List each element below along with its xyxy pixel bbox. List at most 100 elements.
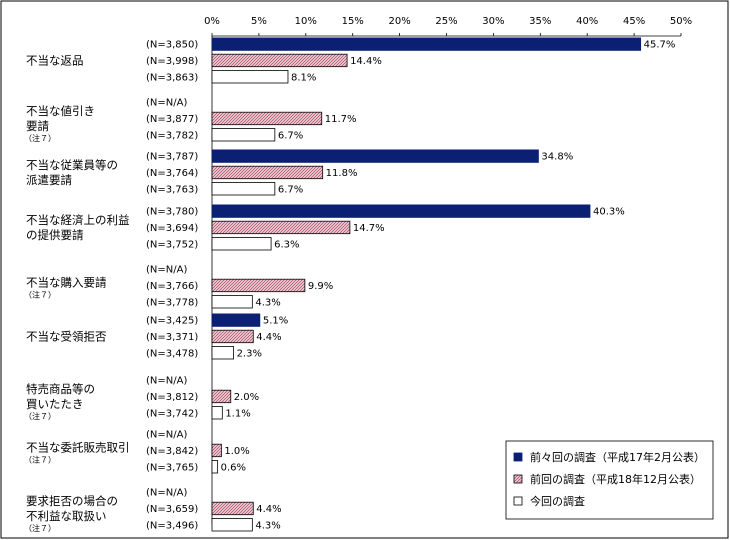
x-tick-label: 35% — [529, 16, 551, 27]
x-tick-label: 15% — [342, 16, 364, 27]
category-label: の提供要請 — [26, 228, 84, 242]
category-note: （注７） — [24, 289, 56, 299]
data-label: 14.4% — [350, 56, 382, 67]
data-label: 40.3% — [593, 207, 625, 218]
category-labels: 不当な返品 (N=3,850) (N=3,998) (N=3,863) 不当な値引き要請… — [24, 40, 198, 533]
bar — [211, 501, 254, 516]
bar — [211, 149, 539, 163]
data-label: 4.4% — [256, 504, 281, 515]
legend-swatch — [513, 474, 523, 484]
bar — [211, 70, 289, 84]
x-tick-label: 5% — [251, 16, 267, 27]
bar — [211, 406, 223, 420]
bar — [211, 128, 276, 142]
x-tick-label: 20% — [388, 16, 410, 27]
bar — [211, 53, 348, 68]
sample-size-label: (N=N/A) — [146, 98, 187, 109]
sample-size-label: (N=3,850) — [146, 40, 198, 51]
bars: 45.7% 14.4% 8.1% 11.7% 6.7% 34.8% 11.8% 6.7% 40.… — [211, 37, 676, 532]
category-label: 特売商品等の — [26, 382, 95, 396]
sample-size-label: (N=3,478) — [146, 348, 198, 359]
bar — [211, 295, 253, 309]
data-label: 11.7% — [325, 114, 357, 125]
x-tick-label: 25% — [435, 16, 457, 27]
bar — [211, 182, 276, 196]
category-label: 要求拒否の場合の — [26, 494, 118, 508]
sample-size-label: (N=3,694) — [146, 223, 198, 234]
legend-swatch — [513, 496, 523, 506]
bar — [211, 204, 591, 218]
data-label: 45.7% — [644, 40, 676, 51]
x-tick-label: 30% — [482, 16, 504, 27]
category-label: 不当な従業員等の — [26, 158, 118, 172]
data-label: 5.1% — [263, 316, 288, 327]
legend-box — [505, 440, 714, 520]
x-tick-label: 40% — [576, 16, 598, 27]
bar — [211, 346, 234, 360]
x-tick-label: 50% — [670, 16, 692, 27]
data-label: 14.7% — [353, 223, 385, 234]
sample-size-label: (N=3,496) — [146, 520, 198, 531]
category-label: 不当な委託販売取引 — [26, 440, 130, 454]
bar — [211, 237, 272, 251]
x-tick-label: 0% — [204, 16, 220, 27]
data-label: 9.9% — [308, 281, 333, 292]
sample-size-label: (N=N/A) — [146, 376, 187, 387]
sample-size-label: (N=3,765) — [146, 462, 198, 473]
data-label: 6.3% — [274, 239, 299, 250]
sample-size-label: (N=N/A) — [146, 265, 187, 276]
category-label: 買いたたき — [26, 397, 84, 411]
x-tick-label: 45% — [623, 16, 645, 27]
sample-size-label: (N=3,787) — [146, 152, 198, 163]
category-label: 不当な経済上の利益 — [26, 213, 130, 227]
sample-size-label: (N=N/A) — [146, 488, 187, 499]
sample-size-label: (N=3,766) — [146, 281, 198, 292]
legend-label: 前々回の調査（平成17年2月公表） — [530, 450, 705, 464]
bar — [211, 389, 232, 404]
legend-label: 今回の調査 — [530, 494, 585, 508]
sample-size-label: (N=3,780) — [146, 207, 198, 218]
category-label: 不当な値引き — [26, 104, 95, 118]
sample-size-label: (N=3,659) — [146, 504, 198, 515]
sample-size-label: (N=3,782) — [146, 130, 198, 141]
category-label: 不当な返品 — [26, 53, 84, 67]
sample-size-label: (N=3,764) — [146, 168, 198, 179]
category-note: （注７） — [24, 411, 56, 421]
category-label: 派遣要請 — [26, 173, 72, 187]
data-label: 4.3% — [255, 297, 280, 308]
sample-size-label: (N=3,763) — [146, 184, 198, 195]
data-label: 6.7% — [278, 184, 303, 195]
data-label: 11.8% — [326, 168, 358, 179]
sample-size-label: (N=3,863) — [146, 72, 198, 83]
data-label: 0.6% — [221, 462, 246, 473]
data-label: 1.0% — [224, 446, 249, 457]
bar — [211, 220, 351, 235]
data-label: 4.4% — [256, 332, 281, 343]
sample-size-label: (N=3,998) — [146, 56, 198, 67]
category-label: 要請 — [26, 119, 49, 133]
sample-size-label: (N=3,778) — [146, 297, 198, 308]
category-note: （注７） — [24, 454, 56, 464]
bar — [211, 518, 253, 532]
sample-size-label: (N=3,425) — [146, 316, 198, 327]
sample-size-label: (N=3,877) — [146, 114, 198, 125]
category-note: （注７） — [24, 523, 56, 533]
category-label: 不利益な取扱い — [26, 509, 107, 523]
sample-size-label: (N=3,371) — [146, 332, 198, 343]
x-tick-label: 10% — [295, 16, 317, 27]
legend-label: 前回の調査（平成18年12月公表） — [530, 472, 701, 486]
data-label: 2.3% — [237, 348, 262, 359]
category-label: 不当な受領拒否 — [26, 329, 107, 343]
data-label: 8.1% — [291, 72, 316, 83]
data-label: 34.8% — [541, 152, 573, 163]
sample-size-label: (N=3,752) — [146, 239, 198, 250]
data-label: 2.0% — [234, 392, 259, 403]
sample-size-label: (N=N/A) — [146, 430, 187, 441]
bar — [211, 329, 254, 344]
category-note: （注７） — [24, 133, 56, 143]
data-label: 1.1% — [225, 408, 250, 419]
category-label: 不当な購入要請 — [26, 275, 107, 289]
sample-size-label: (N=3,812) — [146, 392, 198, 403]
legend: 前々回の調査（平成17年2月公表） 前回の調査（平成18年12月公表） 今回の調査 — [505, 440, 714, 520]
